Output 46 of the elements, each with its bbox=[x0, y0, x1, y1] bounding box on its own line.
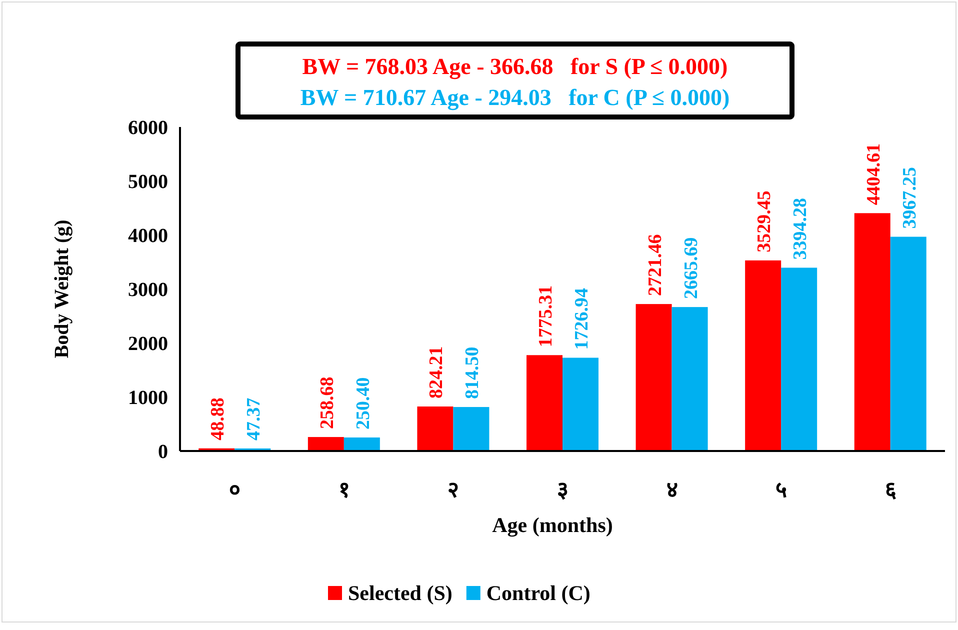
y-axis-title: Body Weight (g) bbox=[51, 220, 73, 358]
legend-label: Control (C) bbox=[486, 581, 590, 605]
bar bbox=[854, 213, 890, 451]
bar bbox=[890, 236, 926, 451]
data-label: 2665.69 bbox=[680, 237, 702, 300]
x-tick-label: ० bbox=[229, 478, 240, 503]
x-tick-label: ४ bbox=[666, 478, 678, 503]
data-label: 2721.46 bbox=[644, 234, 666, 296]
y-tick-label: 2000 bbox=[128, 333, 168, 355]
data-label: 3394.28 bbox=[790, 198, 812, 260]
data-label: 1775.31 bbox=[536, 285, 556, 348]
y-tick-label: 0 bbox=[158, 441, 168, 463]
data-label: 48.88 bbox=[208, 398, 229, 440]
x-tick-label: २ bbox=[448, 478, 459, 503]
data-label: 3967.25 bbox=[899, 167, 920, 229]
data-label: 814.50 bbox=[462, 346, 484, 400]
bar bbox=[417, 406, 454, 451]
data-label: 1726.94 bbox=[572, 287, 592, 350]
data-label: 47.37 bbox=[244, 397, 265, 440]
y-tick-label: 3000 bbox=[128, 279, 168, 301]
text: BW = 768.03 Age - 366.68 for S (P ≤ 0.000) bbox=[302, 54, 728, 80]
bar bbox=[562, 358, 598, 451]
bar bbox=[745, 260, 782, 451]
data-label: 4404.61 bbox=[863, 143, 884, 206]
x-tick-label: ५ bbox=[776, 478, 787, 503]
data-label: 824.21 bbox=[426, 346, 448, 398]
x-tick-label: ६ bbox=[884, 478, 897, 503]
legend-label: Selected (S) bbox=[348, 581, 452, 605]
x-axis-title: Age (months) bbox=[492, 513, 613, 537]
bar bbox=[636, 304, 672, 451]
data-label: 258.68 bbox=[316, 376, 338, 430]
x-tick-label: १ bbox=[338, 478, 350, 503]
bar bbox=[526, 355, 562, 451]
bar bbox=[453, 407, 490, 451]
y-tick-label: 1000 bbox=[128, 387, 168, 409]
bar bbox=[781, 268, 818, 451]
x-tick-label: ३ bbox=[557, 478, 568, 503]
bar bbox=[672, 307, 708, 451]
bar bbox=[344, 437, 380, 451]
y-tick-label: 5000 bbox=[128, 171, 168, 193]
y-tick-label: 4000 bbox=[128, 225, 168, 247]
data-label: 250.40 bbox=[352, 377, 374, 430]
text: BW = 710.67 Age - 294.03 for C (P ≤ 0.000) bbox=[300, 85, 730, 111]
y-tick-label: 6000 bbox=[128, 117, 168, 139]
bar bbox=[308, 437, 344, 451]
data-label: 3529.45 bbox=[754, 190, 776, 252]
